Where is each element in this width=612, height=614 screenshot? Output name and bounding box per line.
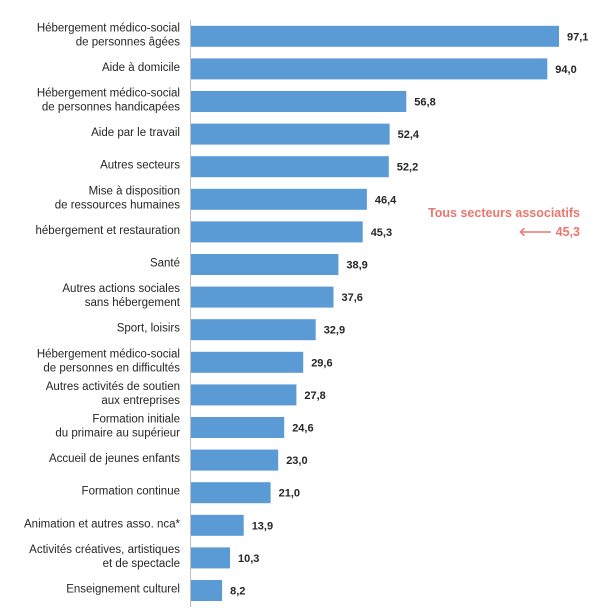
value-label: 10,3 [238, 553, 259, 565]
value-label: 8,2 [230, 586, 245, 598]
category-label: Autres actions sociales [62, 283, 180, 295]
bar [191, 25, 559, 47]
value-label: 21,0 [279, 488, 300, 500]
category-label: Formation continue [82, 486, 180, 498]
bar [191, 351, 304, 373]
category-label: Hébergement médico-social [37, 348, 180, 360]
bar [191, 156, 389, 178]
bar [191, 514, 244, 536]
value-label: 24,6 [292, 423, 313, 435]
bar [191, 384, 297, 406]
value-label: 94,0 [555, 64, 576, 76]
category-label: hébergement et restauration [36, 225, 180, 237]
bar [191, 319, 316, 341]
category-label: Accueil de jeunes enfants [49, 453, 180, 465]
category-label: Santé [150, 258, 180, 270]
value-label: 45,3 [371, 227, 392, 239]
bar [191, 188, 367, 210]
value-label: 52,4 [398, 129, 420, 141]
category-label: Hébergement médico-social [37, 22, 180, 34]
bar [191, 286, 334, 308]
bar [191, 254, 339, 275]
category-label: Hébergement médico-social [37, 88, 180, 100]
bar [191, 449, 279, 471]
value-label: 38,9 [346, 260, 367, 272]
category-label: de personnes en difficultés [43, 362, 180, 374]
value-label: 37,6 [342, 292, 363, 304]
category-label: du primaire au supérieur [55, 428, 180, 440]
bar [191, 482, 271, 504]
category-label: de personnes handicapées [42, 102, 180, 114]
value-labels-group: 97,1 94,0 56,8 52,4 52,2 46,4 45,3 38,9 37,6 32,9… [230, 31, 588, 597]
annotation-value: 🡐 45,3 [519, 225, 580, 239]
bar [191, 547, 230, 569]
value-label: 97,1 [567, 31, 588, 43]
bar [191, 417, 285, 438]
value-label: 29,6 [311, 357, 332, 369]
bar [191, 221, 363, 243]
category-label: Autres secteurs [100, 160, 180, 172]
category-label: Enseignement culturel [66, 584, 180, 596]
category-label: de personnes âgées [76, 36, 180, 48]
value-label: 52,2 [397, 162, 418, 174]
value-label: 56,8 [414, 97, 435, 109]
category-label: sans hébergement [85, 297, 181, 309]
value-label: 32,9 [324, 325, 345, 337]
value-label: 13,9 [252, 520, 273, 532]
category-label: Sport, loisirs [117, 323, 181, 335]
bar [191, 91, 407, 112]
category-label: Formation initiale [92, 414, 180, 426]
category-label: de ressources humaines [55, 199, 181, 211]
annotation-title: Tous secteurs associatifs [428, 206, 580, 220]
category-label: Aide à domicile [102, 62, 180, 74]
category-label: Autres activités de soutien [46, 381, 180, 393]
category-label: Activités créatives, artistiques [29, 544, 180, 556]
bar [191, 123, 390, 145]
value-label: 27,8 [304, 390, 325, 402]
category-label: Aide par le travail [91, 127, 180, 139]
value-label: 23,0 [286, 455, 307, 467]
bars-group [191, 25, 559, 601]
bar [191, 580, 223, 601]
category-label: aux entreprises [101, 395, 180, 407]
category-label: Animation et autres asso. nca* [24, 518, 180, 530]
category-label: Mise à disposition [89, 185, 180, 197]
category-label: et de spectacle [103, 558, 180, 570]
category-labels-group: Hébergement médico-social de personnes âg… [24, 22, 181, 595]
value-label: 46,4 [375, 194, 397, 206]
bar [191, 58, 548, 80]
